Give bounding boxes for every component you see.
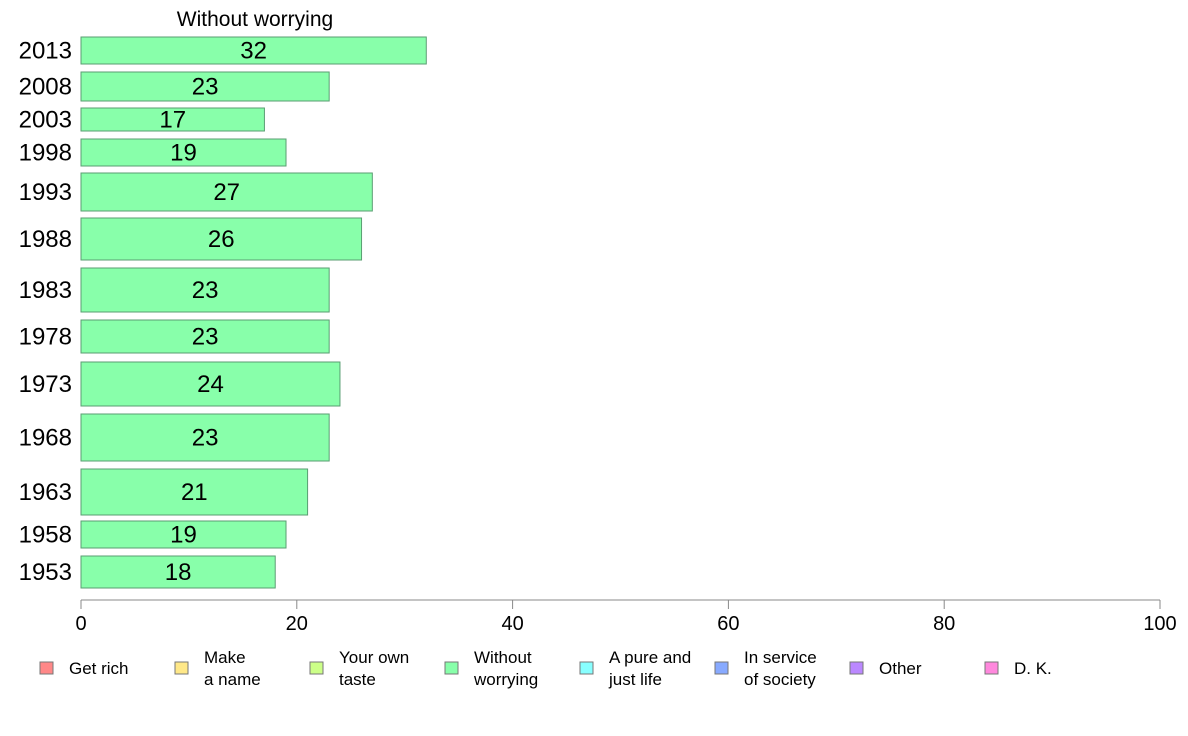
legend-label-1-0: Make: [204, 648, 246, 667]
legend-swatch-5: [714, 661, 729, 675]
bar-value-label-1983: 23: [192, 277, 219, 304]
bar-1983: [80, 267, 330, 313]
year-label-1993: 1993: [19, 179, 72, 206]
legend-swatch-0: [39, 661, 54, 675]
legend-swatch-3: [444, 661, 459, 675]
legend-label-2-1: taste: [339, 670, 376, 689]
legend-label-3-0: Without: [474, 648, 532, 667]
x-tick-label-20: 20: [286, 613, 308, 635]
bar-value-label-1978: 23: [192, 324, 219, 351]
year-label-1953: 1953: [19, 559, 72, 586]
x-tick-label-80: 80: [933, 613, 955, 635]
bar-value-label-1998: 19: [170, 140, 197, 167]
year-label-1978: 1978: [19, 324, 72, 351]
bar-1958: [80, 520, 287, 549]
year-label-1998: 1998: [19, 140, 72, 167]
chart-title: Without worrying: [177, 8, 333, 31]
legend-swatch-7: [984, 661, 999, 675]
bar-1988: [80, 217, 363, 261]
legend-label-7-0: D. K.: [1014, 659, 1052, 678]
year-label-1983: 1983: [19, 277, 72, 304]
bar-2013: [80, 36, 427, 65]
legend-label-1-1: a name: [204, 670, 261, 689]
legend-label-2-0: Your own: [339, 648, 409, 667]
bar-1953: [80, 555, 276, 589]
bars-group: 2013 32 2008 23 2003 17 1998 19 1993 27 1988 26 1983…: [19, 36, 427, 589]
year-label-1968: 1968: [19, 425, 72, 452]
legend: Get rich Make a name Your own taste Without wo…: [39, 648, 1052, 689]
year-label-2003: 2003: [19, 107, 72, 134]
x-tick-label-60: 60: [717, 613, 739, 635]
bar-1998: [80, 138, 287, 167]
bar-value-label-1973: 24: [197, 371, 224, 398]
bar-1978: [80, 319, 330, 354]
year-label-2013: 2013: [19, 38, 72, 65]
bar-value-label-1968: 23: [192, 425, 219, 452]
bar-1963: [80, 468, 309, 516]
bar-value-label-2003: 17: [159, 107, 186, 134]
bar-value-label-1963: 21: [181, 479, 208, 506]
legend-label-4-0: A pure and: [609, 648, 691, 667]
legend-swatch-2: [309, 661, 324, 675]
bar-value-label-1988: 26: [208, 226, 235, 253]
bar-2003: [80, 107, 265, 132]
bar-value-label-1993: 27: [213, 179, 240, 206]
year-label-1988: 1988: [19, 226, 72, 253]
bar-value-label-1953: 18: [165, 559, 192, 586]
year-label-1958: 1958: [19, 522, 72, 549]
x-tick-label-0: 0: [75, 613, 86, 635]
x-tick-label-100: 100: [1143, 613, 1176, 635]
bar-value-label-1958: 19: [170, 522, 197, 549]
legend-label-5-1: of society: [744, 670, 816, 689]
legend-label-3-1: worrying: [473, 670, 538, 689]
bar-1968: [80, 413, 330, 462]
legend-label-4-1: just life: [608, 670, 662, 689]
legend-swatch-4: [579, 661, 594, 675]
legend-label-6-0: Other: [879, 659, 922, 678]
legend-label-0-0: Get rich: [69, 659, 129, 678]
year-label-1963: 1963: [19, 479, 72, 506]
legend-label-5-0: In service: [744, 648, 817, 667]
bar-2008: [80, 71, 330, 102]
bar-value-label-2013: 32: [240, 38, 267, 65]
bar-1993: [80, 172, 373, 212]
year-label-1973: 1973: [19, 371, 72, 398]
x-tick-label-40: 40: [501, 613, 523, 635]
x-axis: 0 20 40 60 80 100: [75, 599, 1177, 635]
legend-swatch-1: [174, 661, 189, 675]
bar-1973: [80, 361, 341, 407]
bar-value-label-2008: 23: [192, 74, 219, 101]
legend-swatch-6: [849, 661, 864, 675]
year-label-2008: 2008: [19, 74, 72, 101]
